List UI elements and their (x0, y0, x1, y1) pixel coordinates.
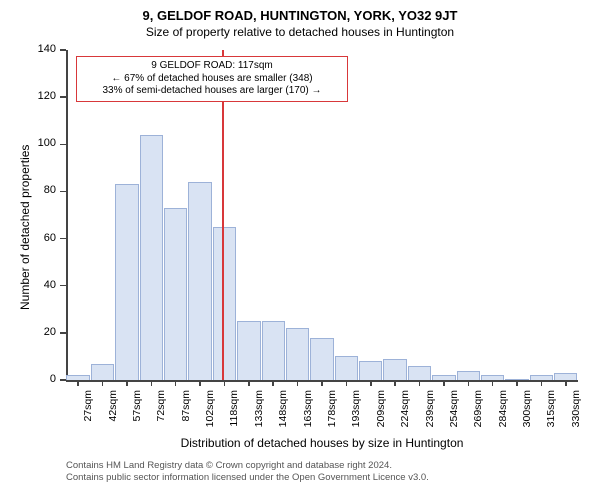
histogram-bar (91, 364, 114, 381)
histogram-bar (164, 208, 187, 380)
histogram-bar (237, 321, 260, 380)
y-tick (60, 332, 66, 334)
histogram-bar (359, 361, 382, 380)
y-tick (60, 379, 66, 381)
histogram-bar (335, 356, 358, 380)
chart-footer: Contains HM Land Registry data © Crown c… (66, 460, 429, 484)
y-tick (60, 96, 66, 98)
histogram-bar (286, 328, 309, 380)
x-tick (468, 380, 470, 386)
annotation-line: 33% of semi-detached houses are larger (… (83, 85, 341, 98)
x-tick (151, 380, 153, 386)
x-tick (565, 380, 567, 386)
y-tick (60, 191, 66, 193)
y-tick (60, 238, 66, 240)
y-axis (66, 50, 68, 380)
x-tick (297, 380, 299, 386)
x-tick (516, 380, 518, 386)
x-tick (248, 380, 250, 386)
x-tick (102, 380, 104, 386)
histogram-bar (457, 371, 480, 380)
y-tick-label: 20 (26, 326, 56, 338)
y-tick (60, 49, 66, 51)
x-tick (126, 380, 128, 386)
y-axis-label: Number of detached properties (18, 145, 32, 310)
histogram-bar (188, 182, 211, 380)
histogram-bar (554, 373, 577, 380)
x-tick (77, 380, 79, 386)
x-tick (199, 380, 201, 386)
x-axis-label: Distribution of detached houses by size … (66, 436, 578, 450)
y-tick-label: 140 (26, 43, 56, 55)
x-tick (346, 380, 348, 386)
x-tick (272, 380, 274, 386)
histogram-bar (262, 321, 285, 380)
x-tick (541, 380, 543, 386)
y-tick-label: 120 (26, 90, 56, 102)
histogram-bar (383, 359, 406, 380)
chart-title: 9, GELDOF ROAD, HUNTINGTON, YORK, YO32 9… (0, 0, 600, 23)
histogram-bar (310, 338, 333, 380)
x-tick (175, 380, 177, 386)
histogram-bar (115, 184, 138, 380)
footer-line: Contains HM Land Registry data © Crown c… (66, 460, 429, 472)
histogram-bar (140, 135, 163, 380)
histogram-chart: 9, GELDOF ROAD, HUNTINGTON, YORK, YO32 9… (0, 0, 600, 500)
histogram-bar (408, 366, 431, 380)
annotation-box: 9 GELDOF ROAD: 117sqm← 67% of detached h… (76, 56, 348, 102)
x-tick (443, 380, 445, 386)
annotation-line: ← 67% of detached houses are smaller (34… (83, 73, 341, 86)
chart-subtitle: Size of property relative to detached ho… (0, 25, 600, 39)
footer-line: Contains public sector information licen… (66, 472, 429, 484)
x-tick (419, 380, 421, 386)
x-tick (321, 380, 323, 386)
x-tick (492, 380, 494, 386)
annotation-line: 9 GELDOF ROAD: 117sqm (83, 60, 341, 73)
y-tick (60, 144, 66, 146)
y-tick (60, 285, 66, 287)
x-tick (224, 380, 226, 386)
x-tick (394, 380, 396, 386)
x-tick (370, 380, 372, 386)
histogram-bar (213, 227, 236, 380)
y-tick-label: 0 (26, 373, 56, 385)
